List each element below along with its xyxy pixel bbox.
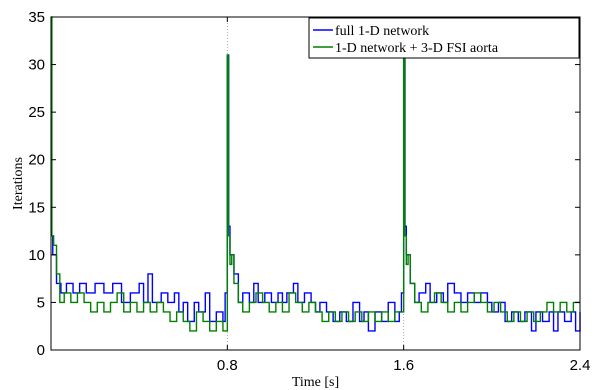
x-tick-label-1: 1.6: [393, 357, 414, 374]
x-tick-label-2: 2.4: [570, 357, 591, 374]
series-line-1: [51, 16, 580, 332]
legend-label-full-1d: full 1-D network: [335, 24, 429, 39]
series-layer: [51, 16, 581, 332]
legend-label-fsi-aorta: 1-D network + 3-D FSI aorta: [335, 41, 499, 56]
y-tick-label-0: 0: [37, 342, 45, 359]
legend: full 1-D network 1-D network + 3-D FSI a…: [308, 17, 580, 59]
x-axis-label: Time [s]: [292, 375, 339, 390]
y-tick-label-3: 15: [28, 199, 45, 216]
y-tick-label-4: 20: [28, 152, 45, 169]
y-tick-label-1: 5: [37, 294, 45, 311]
legend-box: [308, 17, 580, 59]
y-tick-label-5: 25: [28, 104, 45, 121]
axis-ticks: 0 5 10 15 20 25 30 35 0.8 1.6 2.4: [28, 9, 590, 374]
plot-frame: [50, 16, 581, 351]
y-tick-label-6: 30: [28, 57, 45, 74]
y-tick-label-2: 10: [28, 247, 45, 264]
x-tick-label-0: 0.8: [217, 357, 238, 374]
y-axis-label: Iterations: [11, 157, 26, 210]
y-tick-label-7: 35: [28, 9, 45, 26]
